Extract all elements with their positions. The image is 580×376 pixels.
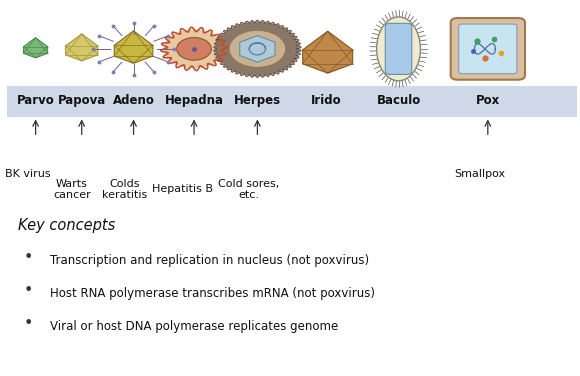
Text: Warts
cancer: Warts cancer xyxy=(53,179,91,200)
Text: Adeno: Adeno xyxy=(113,94,154,106)
Text: Irido: Irido xyxy=(311,94,342,106)
Text: Hepatitis B: Hepatitis B xyxy=(152,184,213,194)
Text: Papova: Papova xyxy=(57,94,106,106)
Text: Smallpox: Smallpox xyxy=(454,169,505,179)
Text: Hepadna: Hepadna xyxy=(165,94,223,106)
Polygon shape xyxy=(214,20,301,77)
Circle shape xyxy=(216,22,299,76)
Circle shape xyxy=(164,29,224,68)
Text: Colds
keratitis: Colds keratitis xyxy=(102,179,147,200)
Circle shape xyxy=(177,38,211,60)
Text: Cold sores,
etc.: Cold sores, etc. xyxy=(218,179,280,200)
Polygon shape xyxy=(24,38,48,58)
Text: Herpes: Herpes xyxy=(234,94,281,106)
Text: •: • xyxy=(24,283,34,298)
FancyBboxPatch shape xyxy=(385,23,412,74)
Text: Parvo: Parvo xyxy=(17,94,55,106)
Text: Transcription and replication in nucleus (not poxvirus): Transcription and replication in nucleus… xyxy=(50,254,369,267)
Text: •: • xyxy=(24,316,34,331)
FancyBboxPatch shape xyxy=(451,18,525,80)
Text: Viral or host DNA polymerase replicates genome: Viral or host DNA polymerase replicates … xyxy=(50,320,338,333)
Text: •: • xyxy=(24,250,34,265)
Polygon shape xyxy=(114,31,153,63)
Circle shape xyxy=(229,30,285,67)
Polygon shape xyxy=(303,31,353,73)
Text: Baculo: Baculo xyxy=(376,94,420,106)
Ellipse shape xyxy=(376,17,420,81)
Text: Key concepts: Key concepts xyxy=(19,218,115,233)
Text: BK virus: BK virus xyxy=(5,169,51,179)
Text: Host RNA polymerase transcribes mRNA (not poxvirus): Host RNA polymerase transcribes mRNA (no… xyxy=(50,287,375,300)
Polygon shape xyxy=(240,36,275,62)
FancyBboxPatch shape xyxy=(459,24,517,74)
Polygon shape xyxy=(66,34,98,61)
Text: Pox: Pox xyxy=(476,94,500,106)
Bar xyxy=(7,86,577,117)
